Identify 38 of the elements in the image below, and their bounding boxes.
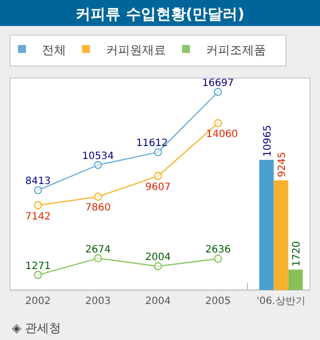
data-label: 9607 (145, 182, 171, 193)
point (214, 254, 222, 263)
data-label: 10534 (82, 151, 114, 162)
data-label: 1720 (292, 241, 302, 267)
point (154, 148, 162, 156)
point (214, 88, 222, 96)
x-tick-label: 2004 (145, 296, 171, 307)
point (94, 192, 102, 201)
point (94, 254, 102, 262)
legend-label: 커피조제품 (206, 43, 266, 57)
data-label: 1271 (25, 260, 51, 272)
data-label: 2674 (85, 244, 111, 256)
point (34, 270, 42, 280)
chart-title: 커피류 수입현황(만달러) (76, 5, 244, 23)
point (34, 201, 42, 210)
data-label: 14060 (206, 129, 238, 140)
x-tick-label: 2003 (85, 296, 111, 307)
data-label: 9245 (277, 152, 288, 178)
data-label: 2636 (205, 244, 231, 256)
title-banner: 커피류 수입현황(만달러) (0, 0, 320, 26)
x-tick-label: '06.상반기 (256, 296, 306, 307)
x-tick-label: 2002 (25, 296, 51, 307)
point (154, 262, 162, 270)
legend-label: 전체 (42, 43, 66, 57)
legend-label: 커피원재료 (106, 43, 166, 57)
point (154, 172, 162, 180)
data-label: 10965 (262, 125, 274, 157)
point (214, 119, 222, 128)
data-label: 8413 (25, 176, 51, 188)
point (34, 186, 42, 194)
data-label: 2004 (145, 252, 171, 264)
point (94, 160, 102, 170)
x-tick-label: 2005 (205, 296, 231, 307)
data-label: 11612 (136, 138, 168, 150)
text: ◈ 관세청 (12, 321, 62, 335)
data-label: 7860 (85, 202, 111, 214)
data-label: 7142 (25, 211, 51, 222)
data-label: 16697 (202, 78, 234, 89)
